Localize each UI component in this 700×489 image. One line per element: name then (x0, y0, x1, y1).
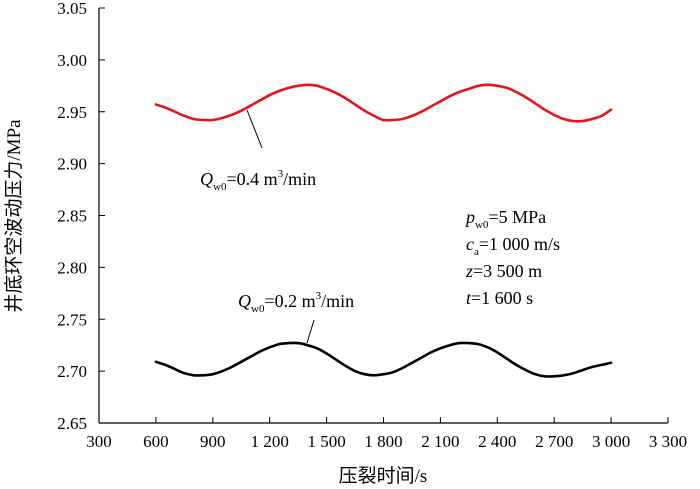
y-tick-label: 2.95 (57, 103, 87, 122)
x-ticks: 300 600 900 1 200 1 500 1 800 2 100 2 400 2 700 3… (86, 417, 687, 451)
y-tick-label: 2.80 (57, 258, 87, 277)
param-pw0: pw0=5 MPa (464, 207, 546, 231)
x-tick-label: 2 700 (535, 432, 573, 451)
x-tick-label: 1 500 (307, 432, 345, 451)
series-line-red (154, 83, 613, 123)
x-tick-label: 2 400 (478, 432, 516, 451)
x-tick-label: 900 (200, 432, 226, 451)
param-z: z=3 500 m (465, 261, 542, 281)
x-tick-label: 2 100 (421, 432, 459, 451)
y-tick-label: 2.85 (57, 207, 87, 226)
red-series-label: Qw0=0.4 m3/min (200, 168, 316, 193)
y-tick-label: 3.05 (57, 0, 87, 18)
y-tick-label: 2.75 (57, 310, 87, 329)
param-ca: ca=1 000 m/s (466, 234, 560, 258)
param-t: t=1 600 s (466, 288, 533, 308)
y-tick-label: 3.00 (57, 51, 87, 70)
x-tick-label: 1 800 (364, 432, 402, 451)
black-series-leader (306, 319, 315, 344)
x-tick-label: 300 (86, 432, 112, 451)
red-series-leader (246, 109, 263, 149)
x-tick-label: 600 (143, 432, 169, 451)
series-layer (154, 83, 613, 378)
y-tick-label: 2.70 (57, 362, 87, 381)
x-axis-title: 压裂时间/s (339, 465, 428, 487)
black-series-label: Qw0=0.2 m3/min (238, 290, 354, 315)
y-axis-title: 井底环空波动压力/MPa (3, 119, 25, 313)
series-line-black (154, 341, 613, 378)
x-tick-label: 3 000 (592, 432, 630, 451)
x-tick-label: 3 300 (649, 432, 687, 451)
y-tick-label: 2.90 (57, 155, 87, 174)
y-ticks: 2.65 2.70 2.75 2.80 2.85 2.90 2.95 3.00 3.05 (57, 0, 105, 433)
y-tick-label: 2.65 (57, 414, 87, 433)
x-tick-label: 1 200 (251, 432, 289, 451)
